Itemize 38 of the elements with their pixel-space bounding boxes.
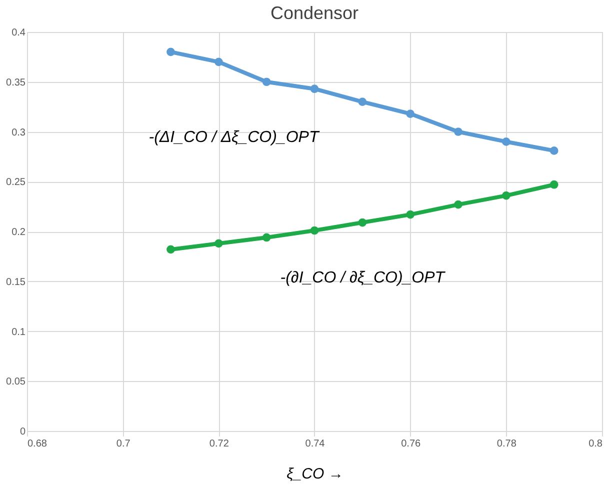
x-tick-label: 0.78 bbox=[496, 438, 517, 450]
point bbox=[358, 98, 367, 106]
point bbox=[502, 138, 510, 146]
x-tick-label: 0.7 bbox=[116, 438, 131, 450]
x-tick-label: 0.74 bbox=[305, 438, 326, 450]
point bbox=[166, 48, 175, 56]
y-tick-label: 0.15 bbox=[6, 276, 26, 288]
text: -(ΔI_CO / Δξ_CO)_OPT bbox=[148, 128, 320, 146]
x-tick-label: 0.68 bbox=[28, 438, 48, 450]
x-tick-label: 0.76 bbox=[401, 438, 421, 450]
point bbox=[406, 210, 415, 219]
point bbox=[454, 200, 462, 209]
y-tick-label: 0.4 bbox=[12, 28, 26, 38]
point bbox=[358, 218, 367, 227]
chart-title: Condensor bbox=[270, 3, 359, 23]
y-tick-label: 0.05 bbox=[6, 376, 26, 388]
point bbox=[550, 146, 558, 155]
x-tick-label: 0.8 bbox=[588, 438, 603, 450]
x-axis-title: ξ_CO → bbox=[286, 466, 344, 482]
point bbox=[310, 84, 319, 94]
series-label: -(∂I_CO / ∂ξ_CO)_OPT bbox=[280, 270, 446, 287]
point bbox=[406, 110, 415, 118]
point bbox=[262, 78, 271, 86]
y-tick-label: 0.2 bbox=[12, 227, 26, 238]
y-tick-label: 0 bbox=[20, 426, 26, 438]
point bbox=[262, 233, 271, 242]
x-tick-label: 0.72 bbox=[209, 438, 230, 450]
point bbox=[454, 128, 462, 136]
y-tick-label: 0.35 bbox=[6, 77, 26, 88]
y-tick-label: 0.1 bbox=[12, 326, 26, 338]
y-tick-label: 0.25 bbox=[6, 177, 26, 188]
y-tick-label: 0.3 bbox=[12, 127, 26, 138]
point bbox=[502, 191, 510, 200]
point bbox=[550, 180, 558, 189]
point bbox=[214, 239, 223, 248]
point bbox=[310, 226, 319, 235]
point bbox=[166, 245, 175, 254]
point bbox=[214, 58, 223, 66]
